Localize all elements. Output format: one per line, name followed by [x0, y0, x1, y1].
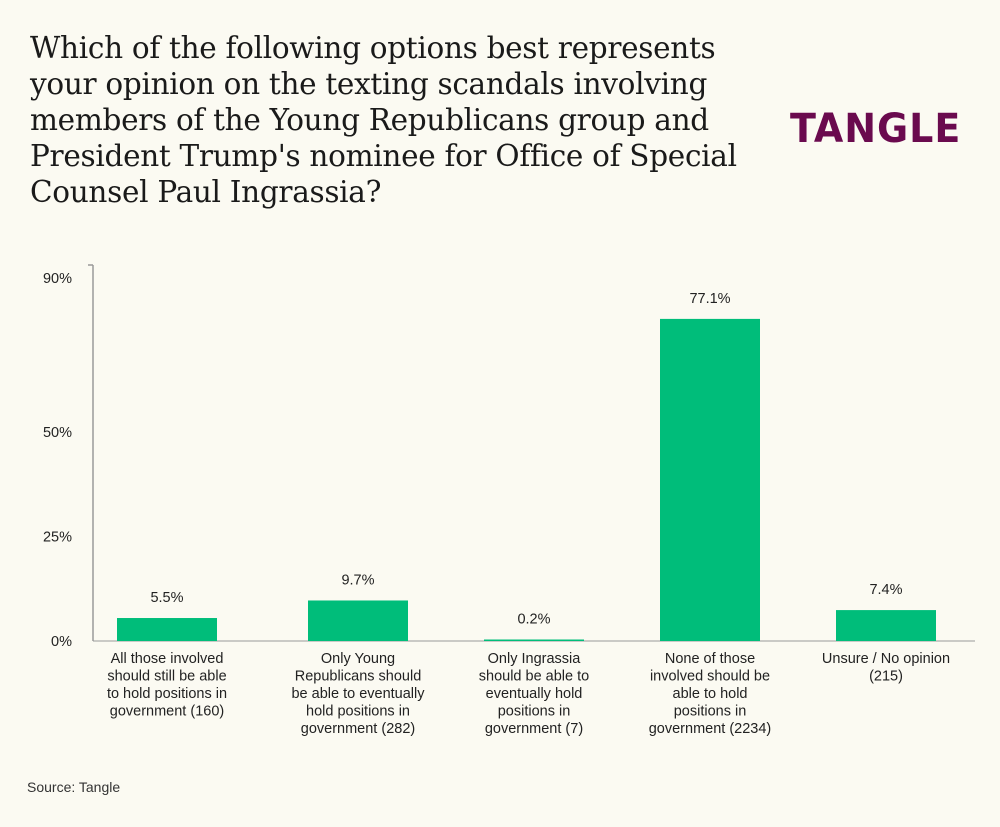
x-tick-label: involved should be: [650, 669, 770, 685]
x-tick-label: Republicans should: [295, 669, 422, 685]
y-tick-label: 25%: [43, 530, 72, 546]
x-tick-label: be able to eventually: [291, 686, 425, 702]
x-tick-label: government (2234): [649, 721, 772, 737]
x-tick-label: government (160): [110, 704, 224, 720]
tangle-logo: TANGLE: [790, 106, 962, 152]
data-label: 9.7%: [341, 572, 374, 588]
x-tick-label: None of those: [665, 651, 755, 667]
x-tick-label: government (7): [485, 721, 583, 737]
y-tick-label: 90%: [43, 271, 72, 287]
x-tick-label: positions in: [498, 704, 571, 720]
x-tick-label: should be able to: [479, 669, 589, 685]
bar: [836, 610, 936, 641]
y-tick-label: 0%: [51, 634, 72, 650]
x-tick-label: All those involved: [111, 651, 224, 667]
x-tick-label: positions in: [674, 704, 747, 720]
bar: [117, 618, 217, 641]
x-tick-label: Only Young: [321, 651, 395, 667]
data-label: 5.5%: [150, 590, 183, 606]
x-tick-label: Unsure / No opinion: [822, 651, 950, 667]
x-tick-label: government (282): [301, 721, 415, 737]
x-tick-label: (215): [869, 669, 903, 685]
bar: [484, 639, 584, 641]
x-tick-label: should still be able: [107, 669, 226, 685]
chart-title: Which of the following options best repr…: [30, 31, 737, 209]
x-tick-label: eventually hold: [486, 686, 583, 702]
data-label: 7.4%: [869, 582, 902, 598]
data-label: 77.1%: [689, 291, 730, 307]
x-tick-label: to hold positions in: [107, 686, 227, 702]
x-tick-label: hold positions in: [306, 704, 410, 720]
bar: [660, 318, 760, 641]
bar: [308, 600, 408, 641]
source-note: Source: Tangle: [27, 779, 121, 795]
bar-chart: 0% 25% 50% 90% 5.5% All those involved should …: [43, 264, 975, 737]
data-label: 0.2%: [517, 612, 550, 628]
y-tick-label: 50%: [43, 425, 72, 441]
x-tick-label: Only Ingrassia: [488, 651, 582, 667]
x-tick-label: able to hold: [673, 686, 748, 702]
